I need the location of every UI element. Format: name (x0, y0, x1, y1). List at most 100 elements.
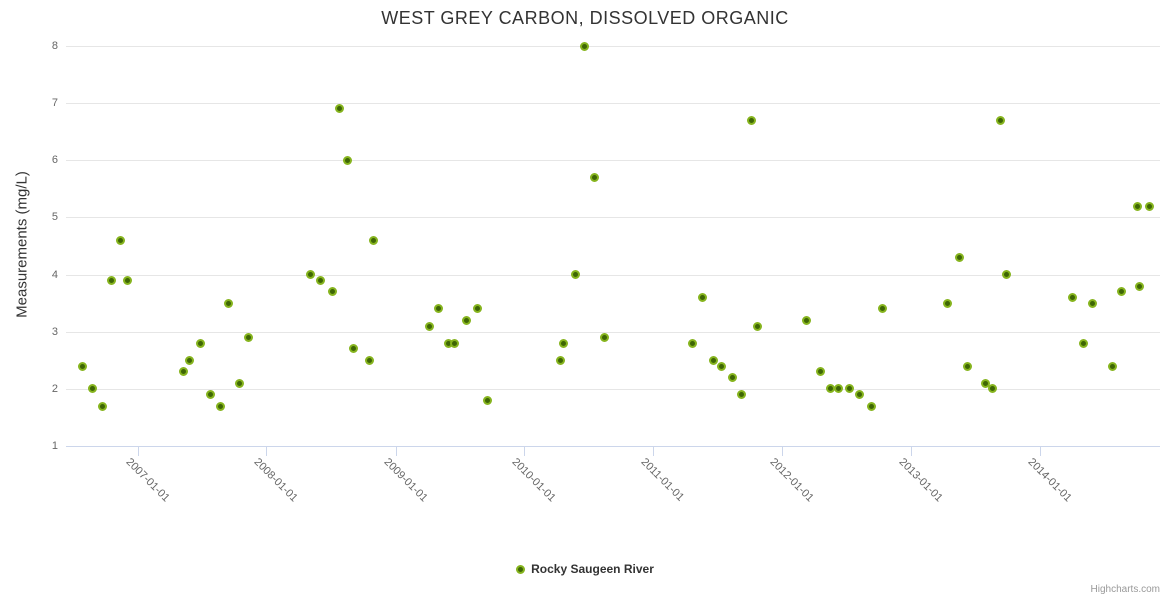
data-point[interactable] (589, 172, 599, 182)
data-point[interactable] (327, 287, 337, 297)
y-axis-label: 3 (51, 325, 58, 338)
data-point[interactable] (599, 332, 609, 342)
data-point[interactable] (1107, 361, 1117, 371)
data-point[interactable] (747, 115, 757, 125)
data-point[interactable] (1132, 201, 1142, 211)
data-point[interactable] (834, 384, 844, 394)
data-point[interactable] (866, 401, 876, 411)
x-axis-tick (524, 446, 526, 456)
data-point[interactable] (854, 390, 864, 400)
y-axis-label: 6 (51, 154, 58, 167)
data-point[interactable] (987, 384, 997, 394)
data-point[interactable] (224, 298, 234, 308)
data-point[interactable] (688, 338, 698, 348)
data-point[interactable] (424, 321, 434, 331)
data-point[interactable] (980, 378, 990, 388)
data-point[interactable] (364, 355, 374, 365)
data-point[interactable] (1088, 298, 1098, 308)
data-point[interactable] (305, 270, 315, 280)
x-axis-tick (137, 446, 139, 456)
data-point[interactable] (555, 355, 565, 365)
data-point[interactable] (1078, 338, 1088, 348)
y-gridline (66, 160, 1160, 162)
data-point[interactable] (558, 338, 568, 348)
data-point[interactable] (315, 275, 325, 285)
data-point[interactable] (472, 304, 482, 314)
legend-item-rocky-saugeen-river[interactable]: Rocky Saugeen River (516, 562, 654, 576)
data-point[interactable] (122, 275, 132, 285)
data-point[interactable] (368, 235, 378, 245)
data-point[interactable] (482, 395, 492, 405)
data-point[interactable] (962, 361, 972, 371)
x-axis-label: 2013-01-01 (896, 456, 945, 505)
data-point[interactable] (1068, 292, 1078, 302)
x-axis-label: 2012-01-01 (767, 456, 816, 505)
x-axis-tick (910, 446, 912, 456)
x-axis-tick (653, 446, 655, 456)
data-point[interactable] (580, 41, 590, 51)
data-point[interactable] (717, 361, 727, 371)
x-axis-label: 2009-01-01 (381, 456, 430, 505)
data-point[interactable] (461, 315, 471, 325)
y-axis-label: 1 (51, 440, 58, 452)
data-point[interactable] (1002, 270, 1012, 280)
x-axis-label: 2014-01-01 (1025, 456, 1074, 505)
data-point[interactable] (801, 315, 811, 325)
x-axis-label: 2011-01-01 (638, 456, 687, 504)
data-point[interactable] (243, 332, 253, 342)
data-point[interactable] (235, 378, 245, 388)
data-point[interactable] (178, 367, 188, 377)
x-axis-tick (781, 446, 783, 456)
data-point[interactable] (195, 338, 205, 348)
data-point[interactable] (184, 355, 194, 365)
x-axis-tick (266, 446, 268, 456)
data-point[interactable] (1144, 201, 1154, 211)
data-point[interactable] (844, 384, 854, 394)
data-point[interactable] (995, 115, 1005, 125)
data-point[interactable] (942, 298, 952, 308)
data-point[interactable] (106, 275, 116, 285)
y-axis-label: 7 (51, 97, 58, 110)
data-point[interactable] (816, 367, 826, 377)
data-point[interactable] (348, 344, 358, 354)
data-point[interactable] (570, 270, 580, 280)
x-axis-tick (395, 446, 397, 456)
y-axis-label: 2 (51, 382, 58, 395)
y-gridline (66, 103, 1160, 105)
y-gridline (66, 217, 1160, 219)
data-point[interactable] (697, 292, 707, 302)
data-point[interactable] (737, 390, 747, 400)
x-axis-line (66, 446, 1160, 447)
data-point[interactable] (1117, 287, 1127, 297)
data-point[interactable] (1135, 281, 1145, 291)
data-point[interactable] (77, 361, 87, 371)
data-point[interactable] (215, 401, 225, 411)
data-point[interactable] (727, 372, 737, 382)
x-axis-label: 2008-01-01 (251, 456, 301, 505)
series-marker-icon (516, 564, 526, 574)
data-point[interactable] (753, 321, 763, 331)
data-point[interactable] (115, 235, 125, 245)
legend-label: Rocky Saugeen River (531, 562, 654, 576)
data-point[interactable] (955, 252, 965, 262)
data-point[interactable] (97, 401, 107, 411)
data-point[interactable] (87, 384, 97, 394)
x-axis-label: 2010-01-01 (509, 456, 559, 505)
y-gridline (66, 46, 1160, 47)
chart-title: WEST GREY CARBON, DISSOLVED ORGANIC (381, 8, 789, 28)
x-axis-label: 2007-01-01 (123, 456, 172, 505)
data-point[interactable] (343, 155, 353, 165)
credits-link[interactable]: Highcharts.com (1090, 584, 1160, 595)
data-point[interactable] (708, 355, 718, 365)
data-point[interactable] (449, 338, 459, 348)
y-axis-title: Measurements (mg/L) (13, 171, 31, 318)
data-point[interactable] (877, 304, 887, 314)
data-point[interactable] (334, 104, 344, 114)
data-point[interactable] (433, 304, 443, 314)
x-axis-tick (1039, 446, 1041, 456)
y-gridline (66, 331, 1160, 333)
legend: Rocky Saugeen River (0, 562, 1170, 576)
data-point[interactable] (206, 390, 216, 400)
data-point[interactable] (825, 384, 835, 394)
